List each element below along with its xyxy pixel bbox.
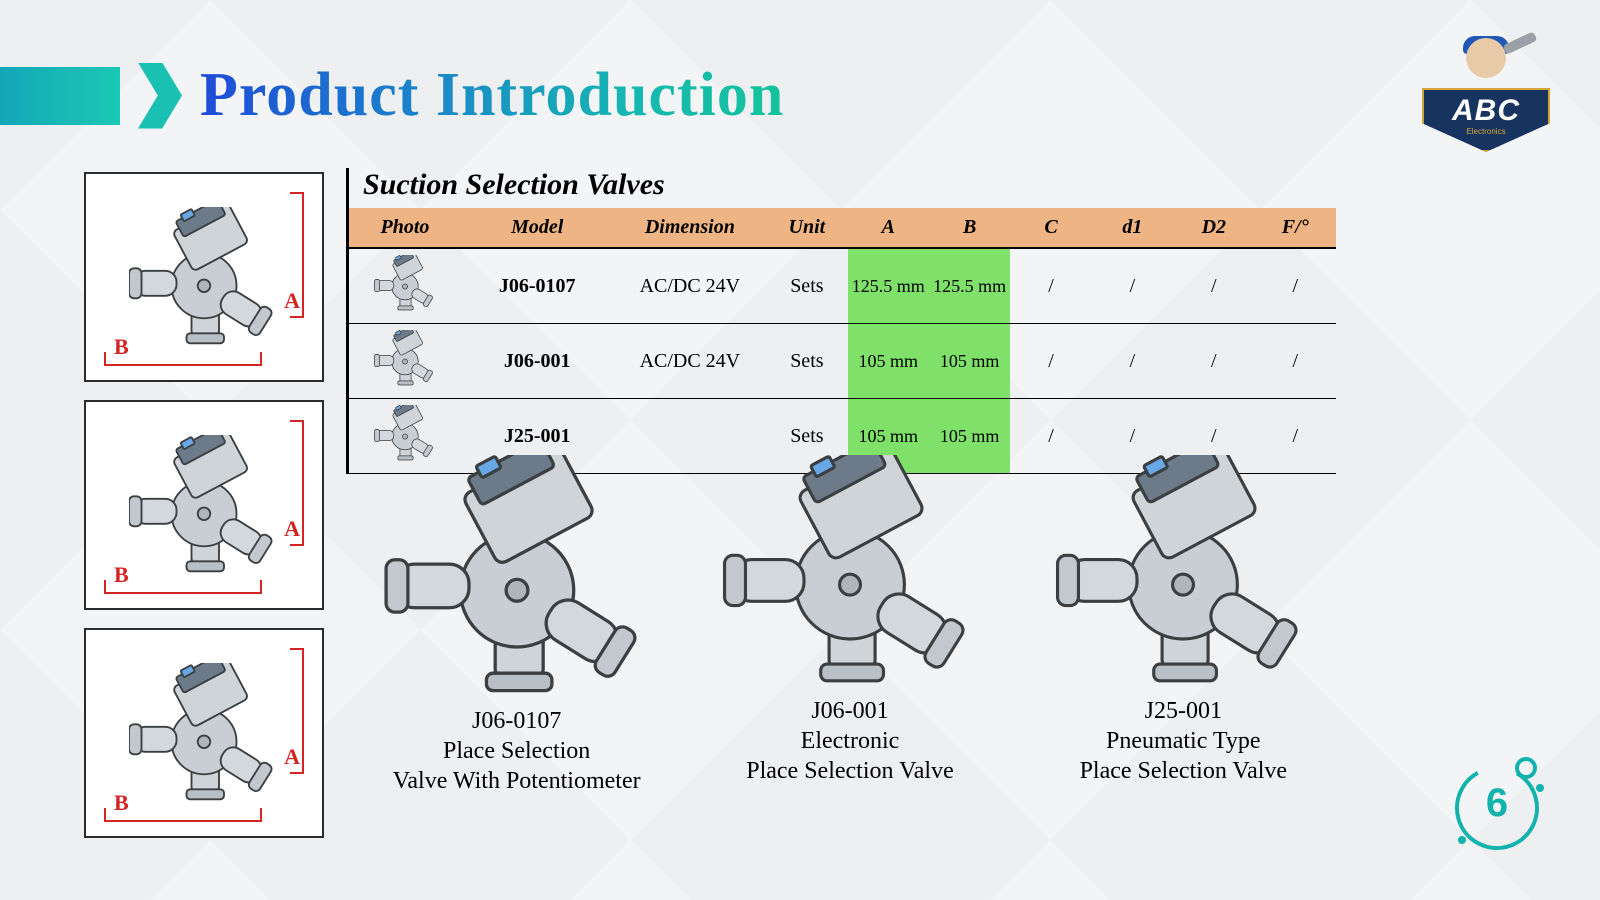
col-d2: D2 (1173, 208, 1254, 248)
valve-icon (370, 405, 440, 461)
row-0-d1: / (1092, 248, 1173, 324)
row-1-dimension: AC/DC 24V (614, 324, 767, 399)
row-0-unit: Sets (766, 248, 847, 324)
valve-icon (720, 455, 980, 685)
thumb-2-label-a: A (284, 744, 300, 770)
product-gallery: J06-0107 Place Selection Valve With Pote… (350, 455, 1350, 796)
logo-subtitle: Electronics (1424, 127, 1548, 136)
gallery-item-1: J06-001 Electronic Place Selection Valve (695, 455, 1005, 796)
col-a: A (848, 208, 929, 248)
row-0-f: / (1255, 248, 1336, 324)
col-unit: Unit (766, 208, 847, 248)
table-row: J06-001 AC/DC 24V Sets 105 mm 105 mm / /… (349, 324, 1336, 399)
row-1-c: / (1010, 324, 1091, 399)
col-photo: Photo (349, 208, 461, 248)
row-1-a: 105 mm (848, 324, 929, 399)
row-1-photo (349, 324, 461, 399)
gallery-1-line3: Place Selection Valve (695, 756, 1005, 786)
row-0-b: 125.5 mm (929, 248, 1010, 324)
thumbnail-2: A B (84, 628, 324, 838)
ribbon-arrow-icon (138, 63, 182, 129)
col-model: Model (461, 208, 614, 248)
col-f: F/° (1255, 208, 1336, 248)
title-ribbon: Product Introduction (0, 60, 784, 131)
mascot-icon (1455, 38, 1517, 94)
valve-icon (370, 330, 440, 386)
row-1-b: 105 mm (929, 324, 1010, 399)
section-title: Suction Selection Valves (349, 168, 1336, 208)
row-1-f: / (1255, 324, 1336, 399)
gallery-item-2: J25-001 Pneumatic Type Place Selection V… (1028, 455, 1338, 796)
thumbnail-column: A B A B A B (84, 172, 324, 838)
gallery-2-line3: Place Selection Valve (1028, 756, 1338, 786)
gallery-item-0: J06-0107 Place Selection Valve With Pote… (362, 455, 672, 796)
gallery-1-line2: Electronic (695, 726, 1005, 756)
thumbnail-1: A B (84, 400, 324, 610)
gallery-2-model: J25-001 (1028, 696, 1338, 726)
row-0-photo (349, 248, 461, 324)
col-dimension: Dimension (614, 208, 767, 248)
page-number: 6 (1442, 748, 1552, 858)
valve-icon (129, 663, 279, 803)
col-d1: d1 (1092, 208, 1173, 248)
row-0-dimension: AC/DC 24V (614, 248, 767, 324)
gallery-0-line2: Place Selection (362, 736, 672, 766)
spec-table: Photo Model Dimension Unit A B C d1 D2 F… (349, 208, 1336, 474)
table-row: J06-0107 AC/DC 24V Sets 125.5 mm 125.5 m… (349, 248, 1336, 324)
thumb-0-label-a: A (284, 288, 300, 314)
thumbnail-0: A B (84, 172, 324, 382)
page-number-badge: 6 (1442, 748, 1552, 858)
col-c: C (1010, 208, 1091, 248)
row-0-c: / (1010, 248, 1091, 324)
gallery-0-model: J06-0107 (362, 706, 672, 736)
thumb-0-label-b: B (114, 334, 129, 360)
row-0-d2: / (1173, 248, 1254, 324)
logo-brand-text: ABC (1424, 96, 1548, 126)
valve-icon (129, 435, 279, 575)
row-0-model: J06-0107 (461, 248, 614, 324)
row-1-d2: / (1173, 324, 1254, 399)
valve-icon (370, 255, 440, 311)
valve-icon (129, 207, 279, 347)
gallery-2-line2: Pneumatic Type (1028, 726, 1338, 756)
spec-panel: Suction Selection Valves Photo Model Dim… (346, 168, 1336, 474)
ribbon-bar-icon (0, 67, 120, 125)
col-b: B (929, 208, 1010, 248)
row-0-a: 125.5 mm (848, 248, 929, 324)
row-1-d1: / (1092, 324, 1173, 399)
valve-icon (1053, 455, 1313, 685)
brand-logo: ABC Electronics (1416, 28, 1556, 152)
valve-icon (382, 455, 652, 695)
table-header-row: Photo Model Dimension Unit A B C d1 D2 F… (349, 208, 1336, 248)
row-1-unit: Sets (766, 324, 847, 399)
thumb-2-label-b: B (114, 790, 129, 816)
gallery-1-model: J06-001 (695, 696, 1005, 726)
page-title: Product Introduction (200, 60, 784, 131)
row-1-model: J06-001 (461, 324, 614, 399)
logo-shield-icon: ABC Electronics (1422, 88, 1550, 152)
gallery-0-line3: Valve With Potentiometer (362, 766, 672, 796)
thumb-1-label-b: B (114, 562, 129, 588)
thumb-1-label-a: A (284, 516, 300, 542)
